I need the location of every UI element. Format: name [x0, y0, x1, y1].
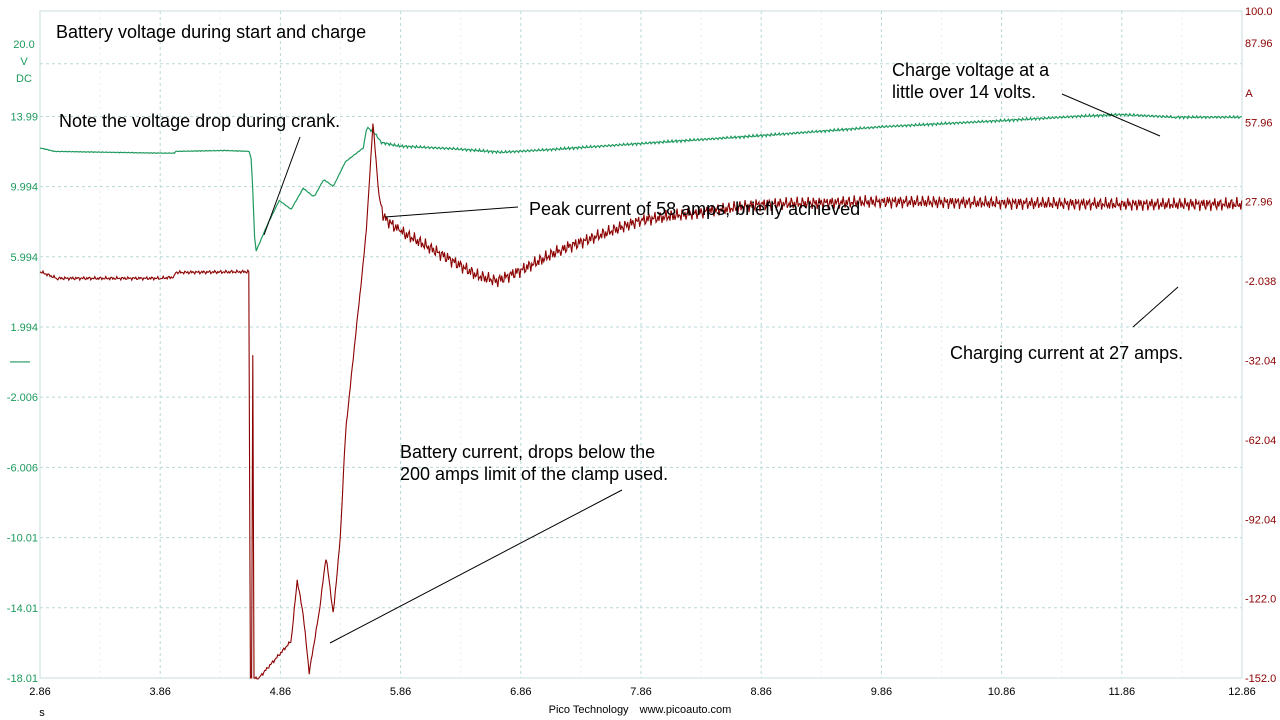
series-layer [39, 112, 1243, 680]
annotation-charging-current: Charging current at 27 amps. [950, 343, 1184, 363]
left-tick-label: -14.01 [7, 603, 38, 615]
annotation-clamp-limit: Battery current, drops below the 200 amp… [400, 442, 669, 484]
footer-brand: Pico Technology [548, 704, 629, 716]
right-tick-label: -32.04 [1245, 355, 1276, 367]
x-tick-label: 7.86 [630, 686, 651, 698]
chart-title: Battery voltage during start and charge [56, 22, 367, 42]
x-tick-label: 10.86 [988, 686, 1016, 698]
annotation-crank-drop: Note the voltage drop during crank. [59, 111, 341, 131]
right-tick-label: 27.96 [1245, 197, 1273, 209]
x-tick-label: 4.86 [270, 686, 291, 698]
x-tick-label: 5.86 [390, 686, 411, 698]
left-axis: 20.0 V DC 13.99 9.994 5.994 1.994 -2.006 -6.006 -… [7, 39, 38, 685]
x-tick-label: 11.86 [1108, 686, 1135, 698]
x-tick-label: 2.86 [29, 686, 50, 698]
x-axis: 2.86 3.86 4.86 5.86 6.86 7.86 8.86 9.86 10.86 11.… [29, 686, 1255, 719]
right-tick-label: 87.96 [1245, 38, 1273, 50]
annotation-leader-line [329, 489, 623, 644]
right-axis: A 100.0 87.96 57.96 27.96 -2.038 -32.04 -62.04 -… [1245, 6, 1276, 685]
x-tick-label: 8.86 [750, 686, 771, 698]
right-tick-label: -2.038 [1245, 276, 1276, 288]
footer-url[interactable]: www.picoauto.com [639, 704, 732, 716]
left-axis-unit-label: V [20, 56, 28, 68]
annotation-peak-current: Peak current of 58 amps, briefly achieve… [529, 199, 861, 219]
left-tick-label: -18.01 [7, 673, 38, 685]
left-tick-label: 5.994 [10, 252, 38, 264]
x-tick-label: 3.86 [149, 686, 170, 698]
annotation-leaders [263, 93, 1179, 644]
footer: Pico Technology www.picoauto.com [0, 704, 1280, 716]
left-tick-label: -6.006 [7, 462, 38, 474]
right-tick-label: -152.0 [1245, 673, 1276, 685]
annotation-leader-line [1132, 286, 1179, 328]
x-axis-unit-label: s [39, 707, 45, 719]
left-tick-label: 13.99 [10, 111, 38, 123]
right-tick-label: 57.96 [1245, 117, 1273, 129]
annotation-leader-line [384, 206, 519, 218]
left-axis-unit-label: DC [16, 73, 32, 85]
left-tick-label: -2.006 [7, 392, 38, 404]
x-tick-label: 6.86 [510, 686, 531, 698]
right-tick-label: -122.0 [1245, 594, 1276, 606]
left-axis-unit-label: 20.0 [13, 39, 34, 51]
annotation-charge-voltage: Charge voltage at a little over 14 volts… [892, 60, 1050, 102]
annotation-leader-line [263, 136, 301, 236]
left-tick-label: 9.994 [10, 182, 38, 194]
annotation-leader-line [1061, 93, 1161, 137]
series-line-current [39, 123, 1243, 680]
series-line-voltage [39, 112, 1242, 252]
right-axis-top-label: 100.0 [1245, 6, 1273, 18]
left-tick-label: 1.994 [10, 322, 38, 334]
left-tick-label: -10.01 [7, 533, 38, 545]
right-tick-label: -62.04 [1245, 435, 1276, 447]
plot-border [39, 10, 1243, 679]
x-tick-label: 12.86 [1228, 686, 1256, 698]
x-tick-label: 9.86 [871, 686, 892, 698]
right-tick-label: -92.04 [1245, 514, 1276, 526]
right-axis-unit-label: A [1245, 88, 1253, 100]
